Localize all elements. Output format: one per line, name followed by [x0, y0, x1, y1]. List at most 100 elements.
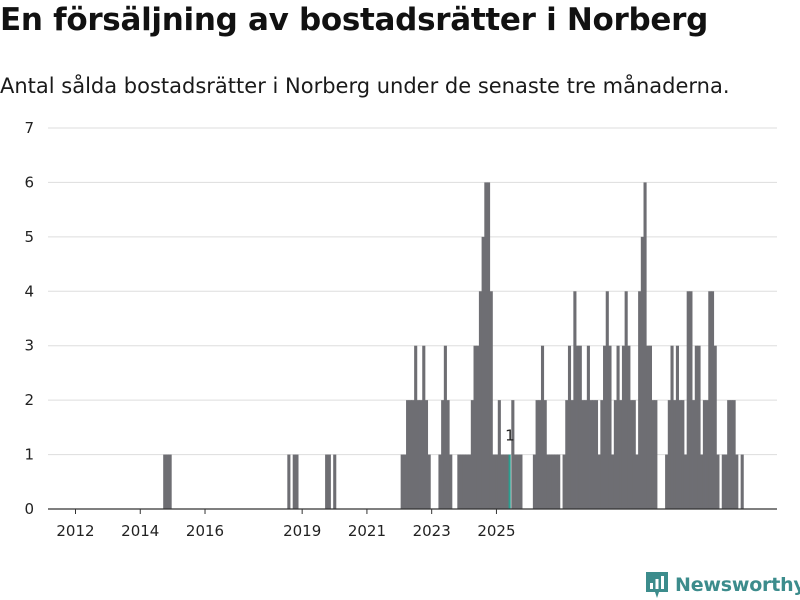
- bar: [727, 400, 731, 509]
- bar: [403, 454, 407, 509]
- bar: [643, 182, 647, 509]
- bar: [665, 454, 669, 509]
- bar: [630, 400, 634, 509]
- bar: [540, 345, 545, 509]
- bar: [613, 400, 617, 509]
- bar: [586, 345, 590, 509]
- x-tick-label: 2021: [348, 522, 386, 540]
- bar: [648, 345, 652, 509]
- bar: [513, 454, 518, 509]
- bar: [424, 400, 429, 509]
- y-tick-label: 2: [24, 391, 34, 409]
- bar: [163, 454, 167, 509]
- bar: [570, 400, 574, 509]
- bar: [732, 400, 736, 509]
- bar: [584, 400, 588, 509]
- bar: [400, 454, 404, 509]
- bar: [565, 400, 569, 509]
- x-tick-label: 2019: [283, 522, 321, 540]
- bar: [481, 236, 485, 510]
- bar: [543, 400, 547, 509]
- bar: [484, 182, 488, 509]
- bar: [592, 400, 596, 509]
- grid-lines: [48, 127, 777, 456]
- bar: [497, 400, 501, 509]
- bar: [708, 291, 712, 509]
- bar: [487, 182, 491, 509]
- y-tick-label: 5: [24, 228, 34, 246]
- bar: [503, 454, 507, 509]
- bar: [710, 291, 715, 509]
- bar: [713, 345, 717, 509]
- bar: [554, 454, 558, 509]
- bar: [646, 345, 650, 509]
- bar: [427, 454, 431, 509]
- bar: [446, 400, 450, 509]
- bar: [705, 400, 709, 509]
- bar: [670, 345, 674, 509]
- bar: [675, 345, 679, 509]
- bar: [468, 454, 472, 509]
- bar: [581, 400, 585, 509]
- x-tick-label: 2016: [186, 522, 224, 540]
- bar: [597, 454, 601, 509]
- bar: [532, 454, 536, 509]
- bar: [562, 454, 566, 509]
- bar: [694, 345, 698, 509]
- newsworthy-logo-icon: [646, 572, 668, 598]
- bars: [163, 182, 744, 510]
- bar: [511, 400, 515, 509]
- bar: [624, 291, 628, 509]
- bar: [295, 454, 299, 509]
- bar: [538, 400, 542, 509]
- bar: [462, 454, 466, 509]
- bar: [638, 291, 642, 509]
- y-tick-label: 7: [24, 119, 34, 137]
- bar: [422, 345, 426, 509]
- bar: [465, 454, 469, 509]
- bar: [408, 400, 412, 509]
- bar: [608, 345, 612, 509]
- bar: [594, 400, 599, 509]
- bar: [627, 345, 631, 509]
- bar: [578, 345, 582, 509]
- bar: [573, 291, 577, 509]
- bar: [535, 400, 539, 509]
- bar: [640, 236, 644, 510]
- bar: [611, 454, 615, 509]
- bar: [683, 454, 688, 509]
- bar: [416, 400, 420, 509]
- bar: [292, 454, 296, 509]
- chart-subtitle: Antal sålda bostadsrätter i Norberg unde…: [0, 74, 730, 98]
- bar: [419, 400, 423, 509]
- bar: [700, 454, 704, 509]
- bar: [489, 291, 493, 509]
- bar: [406, 400, 410, 509]
- bar: [551, 454, 555, 509]
- bar: [735, 454, 739, 509]
- bar: [692, 400, 696, 509]
- bar: [678, 400, 682, 509]
- y-tick-label: 1: [24, 446, 34, 464]
- y-tick-label: 4: [24, 282, 34, 300]
- bar: [495, 454, 499, 509]
- bar: [716, 454, 720, 509]
- x-tick-label: 2014: [121, 522, 159, 540]
- bar: [287, 454, 291, 509]
- bar: [327, 454, 331, 509]
- bar: [603, 345, 607, 509]
- bar: [576, 345, 580, 509]
- bar: [681, 400, 685, 509]
- bar: [616, 345, 620, 509]
- y-tick-label: 6: [24, 173, 34, 191]
- bar: [443, 345, 447, 509]
- bar: [667, 400, 671, 509]
- bar: [557, 454, 561, 509]
- newsworthy-logo[interactable]: Newsworthy: [644, 570, 800, 600]
- bar: [729, 400, 733, 509]
- bar: [519, 454, 523, 509]
- data-labels: 1: [505, 427, 515, 445]
- bar: [492, 454, 496, 509]
- bar: [457, 454, 461, 509]
- bar: [411, 400, 415, 509]
